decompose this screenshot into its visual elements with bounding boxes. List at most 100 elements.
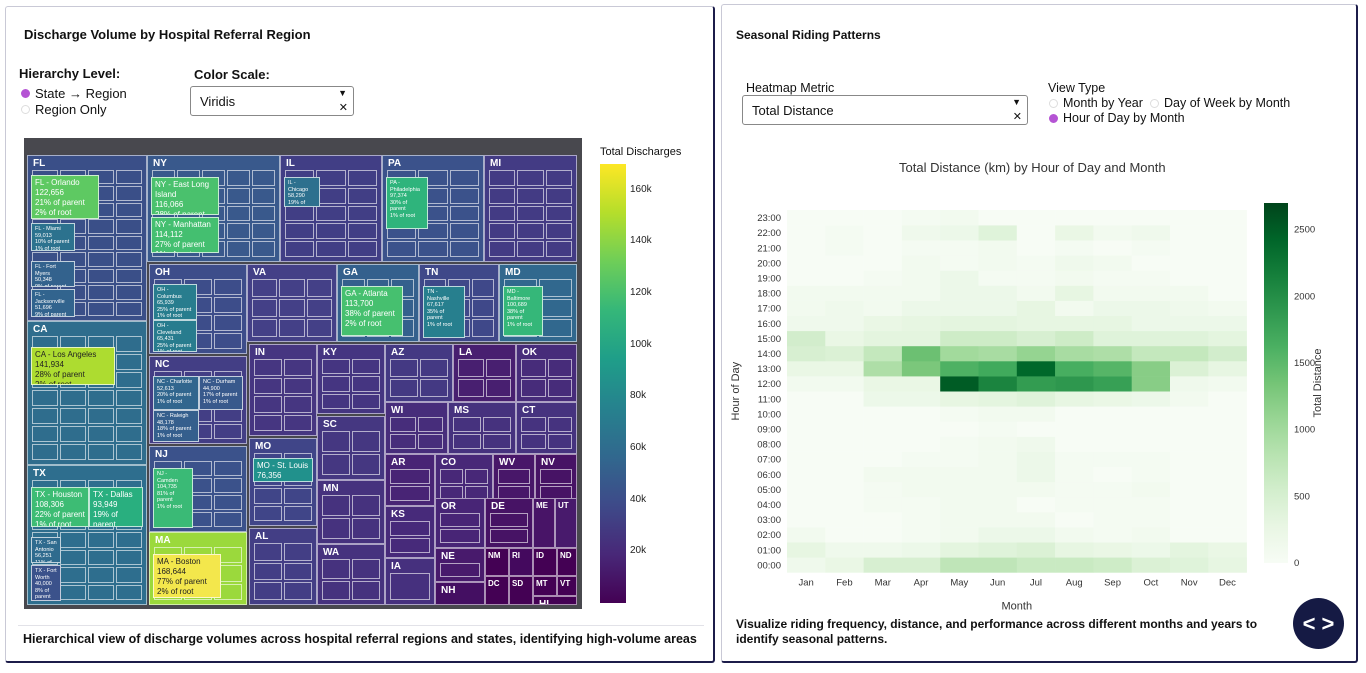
treemap-region-cell[interactable] xyxy=(539,299,572,317)
heatmap-cell[interactable] xyxy=(1055,481,1094,498)
heatmap-cell[interactable] xyxy=(863,466,903,483)
heatmap-cell[interactable] xyxy=(787,496,826,513)
heatmap-cell[interactable] xyxy=(1131,451,1171,467)
heatmap-cell[interactable] xyxy=(901,421,941,437)
treemap-region-cell[interactable] xyxy=(214,315,242,331)
treemap-state-la[interactable]: LA xyxy=(453,344,516,402)
heatmap-cell[interactable] xyxy=(978,512,1018,528)
treemap-state-mt[interactable]: MT xyxy=(533,576,557,596)
heatmap-cell[interactable] xyxy=(1131,240,1171,256)
heatmap-cell[interactable] xyxy=(1170,557,1209,573)
heatmap-cell[interactable] xyxy=(901,361,941,377)
treemap-state-ky[interactable]: KY xyxy=(317,344,385,414)
heatmap-cell[interactable] xyxy=(1208,421,1247,437)
clear-icon[interactable]: ✕ xyxy=(338,102,348,114)
heatmap-cell[interactable] xyxy=(787,210,826,226)
treemap-region-cell[interactable] xyxy=(252,205,275,222)
treemap-region-cell[interactable] xyxy=(472,279,494,297)
treemap-region-md-baltimore[interactable]: MD - Baltimore 100,689 38% of parent 1% of … xyxy=(503,286,543,336)
heatmap-cell[interactable] xyxy=(940,406,979,422)
treemap-region-cell[interactable] xyxy=(60,584,86,600)
treemap-region-cell[interactable] xyxy=(490,529,528,543)
heatmap-cell[interactable] xyxy=(1055,496,1094,513)
treemap-region-cell[interactable] xyxy=(440,563,480,577)
treemap-region-cell[interactable] xyxy=(545,223,572,240)
heatmap-cell[interactable] xyxy=(863,451,903,467)
heatmap-cell[interactable] xyxy=(863,285,903,301)
treemap-region-ga-atlanta[interactable]: GA - Atlanta 113,700 38% of parent 2% of ro… xyxy=(341,286,403,336)
heatmap-cell[interactable] xyxy=(1093,406,1132,422)
heatmap-cell[interactable] xyxy=(1016,330,1056,347)
treemap-region-cell[interactable] xyxy=(88,219,114,234)
treemap-region-cell[interactable] xyxy=(60,532,86,548)
treemap-region-cell[interactable] xyxy=(440,513,480,527)
heatmap-cell[interactable] xyxy=(940,300,979,316)
treemap-region-cell[interactable] xyxy=(88,549,114,566)
treemap-region-cell[interactable] xyxy=(390,417,416,432)
view-option-hour-of-day-by-month[interactable]: Hour of Day by Month xyxy=(1049,111,1185,125)
heatmap-cell[interactable] xyxy=(825,270,864,286)
heatmap-cell[interactable] xyxy=(940,496,979,513)
heatmap-cell[interactable] xyxy=(1131,330,1171,347)
heatmap-cell[interactable] xyxy=(940,421,979,437)
treemap-state-wa[interactable]: WA xyxy=(317,544,385,605)
heatmap-cell[interactable] xyxy=(1093,451,1132,467)
treemap-region-cell[interactable] xyxy=(458,359,484,377)
treemap-region-cell[interactable] xyxy=(390,538,430,553)
treemap-state-ms[interactable]: MS xyxy=(448,402,516,454)
heatmap-cell[interactable] xyxy=(940,466,979,483)
treemap-state-az[interactable]: AZ xyxy=(385,344,453,402)
treemap-region-cell[interactable] xyxy=(517,241,544,257)
treemap-region-cell[interactable] xyxy=(316,187,346,204)
treemap-region-cell[interactable] xyxy=(32,408,58,424)
heatmap-cell[interactable] xyxy=(787,512,826,528)
heatmap-cell[interactable] xyxy=(1131,496,1171,513)
treemap-region-cell[interactable] xyxy=(88,444,114,460)
heatmap-cell[interactable] xyxy=(1055,285,1094,301)
heatmap-cell[interactable] xyxy=(978,527,1018,543)
heatmap-cell[interactable] xyxy=(825,210,864,226)
heatmap-cell[interactable] xyxy=(1093,225,1132,241)
treemap-state-mo[interactable]: MO xyxy=(249,438,317,526)
heatmap-cell[interactable] xyxy=(1170,330,1209,347)
heatmap-cell[interactable] xyxy=(901,557,941,573)
hierarchy-option-region-only[interactable]: Region Only xyxy=(21,102,107,117)
heatmap-cell[interactable] xyxy=(1208,225,1247,241)
heatmap-cell[interactable] xyxy=(1055,361,1094,377)
heatmap-cell[interactable] xyxy=(1055,270,1094,286)
heatmap-cell[interactable] xyxy=(787,345,826,362)
treemap-region-cell[interactable] xyxy=(32,444,58,460)
treemap-region-cell[interactable] xyxy=(60,390,86,406)
heatmap-cell[interactable] xyxy=(1131,285,1171,301)
treemap-region-cell[interactable] xyxy=(547,434,572,449)
heatmap-cell[interactable] xyxy=(978,300,1018,316)
heatmap-cell[interactable] xyxy=(1016,436,1056,452)
heatmap-cell[interactable] xyxy=(787,527,826,543)
treemap-region-cell[interactable] xyxy=(254,582,282,600)
treemap-region-cell[interactable] xyxy=(458,379,484,397)
treemap-region-cell[interactable] xyxy=(88,285,114,300)
treemap-region-cell[interactable] xyxy=(472,319,494,337)
heatmap-cell[interactable] xyxy=(1170,451,1209,467)
heatmap-cell[interactable] xyxy=(825,330,864,347)
heatmap-cell[interactable] xyxy=(1093,376,1132,392)
treemap-region-cell[interactable] xyxy=(352,454,380,475)
heatmap-cell[interactable] xyxy=(1055,527,1094,543)
treemap-region-cell[interactable] xyxy=(214,297,242,313)
heatmap-cell[interactable] xyxy=(787,285,826,301)
heatmap-cell[interactable] xyxy=(978,225,1018,241)
heatmap-cell[interactable] xyxy=(1131,406,1171,422)
treemap-region-cell[interactable] xyxy=(322,393,350,409)
treemap-region-cell[interactable] xyxy=(322,454,350,475)
treemap-region-cell[interactable] xyxy=(227,187,250,204)
heatmap-cell[interactable] xyxy=(978,466,1018,483)
treemap-region-cell[interactable] xyxy=(214,461,242,476)
heatmap-cell[interactable] xyxy=(940,527,979,543)
heatmap-cell[interactable] xyxy=(978,345,1018,362)
heatmap-cell[interactable] xyxy=(940,451,979,467)
treemap-region-cell[interactable] xyxy=(322,431,350,452)
treemap-region-cell[interactable] xyxy=(116,584,142,600)
heatmap-cell[interactable] xyxy=(1208,345,1247,362)
